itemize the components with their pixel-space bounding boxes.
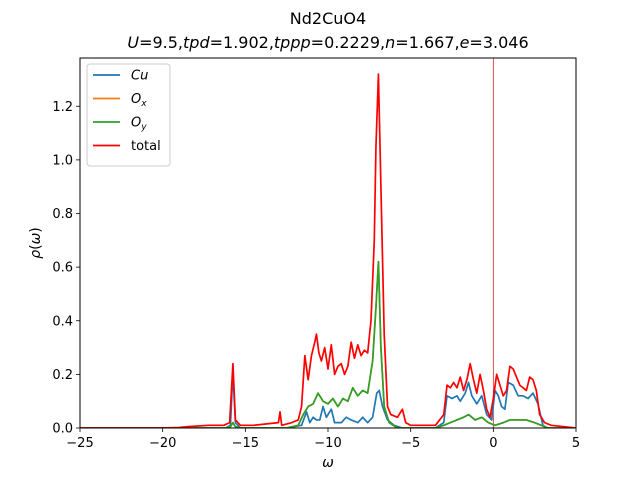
legend-label-ox: Ox xyxy=(131,92,147,109)
subtitle-param-name: e xyxy=(460,33,470,52)
y-axis-label: ρ(ω) xyxy=(28,227,44,259)
subtitle-param-value: =1.667, xyxy=(395,33,459,52)
y-tick-label: 0.6 xyxy=(52,261,73,276)
y-tick-label: 0.8 xyxy=(52,207,73,222)
subtitle-param-name: tppp xyxy=(274,33,311,52)
legend-label-cu: Cu xyxy=(131,69,148,84)
subtitle-param-name: U xyxy=(127,33,139,52)
y-tick-label: 0.0 xyxy=(52,422,73,437)
subtitle-param-value: =0.2229, xyxy=(311,33,385,52)
subtitle-param-value: =3.046 xyxy=(469,33,528,52)
series-line-oy xyxy=(80,260,576,428)
series-layer xyxy=(80,58,576,428)
subtitle-param-name: tpd xyxy=(183,33,210,52)
legend-box xyxy=(86,63,171,167)
x-axis-label: ω xyxy=(322,455,334,471)
y-tick-label: 1.0 xyxy=(52,153,73,168)
chart-subtitle: U=9.5,tpd=1.902,tppp=0.2229,n=1.667,e=3.… xyxy=(127,33,528,52)
legend-label-total: total xyxy=(131,139,161,154)
x-tick-label: 0 xyxy=(489,436,497,451)
y-tick-label: 0.4 xyxy=(52,314,73,329)
chart-title: Nd2CuO4 xyxy=(290,9,366,28)
series-line-total xyxy=(80,73,576,428)
x-tick-label: 5 xyxy=(572,436,580,451)
subtitle-param-value: =1.902, xyxy=(210,33,274,52)
legend-label-oy: Oy xyxy=(131,116,147,133)
y-tick-label: 1.2 xyxy=(52,100,73,115)
x-axis: −25 −20 −15 −10 −5 0 5 xyxy=(66,428,580,451)
subtitle-param-name: n xyxy=(385,33,395,52)
legend: Cu Ox Oy total xyxy=(86,63,171,167)
x-tick-label: −5 xyxy=(401,436,420,451)
subtitle-param-value: =9.5, xyxy=(139,33,183,52)
x-tick-label: −25 xyxy=(66,436,93,451)
x-tick-label: −20 xyxy=(149,436,176,451)
x-tick-label: −10 xyxy=(314,436,341,451)
y-tick-label: 0.2 xyxy=(52,368,73,383)
y-axis: 0.0 0.2 0.4 0.6 0.8 1.0 1.2 xyxy=(52,100,80,437)
x-tick-label: −15 xyxy=(232,436,259,451)
